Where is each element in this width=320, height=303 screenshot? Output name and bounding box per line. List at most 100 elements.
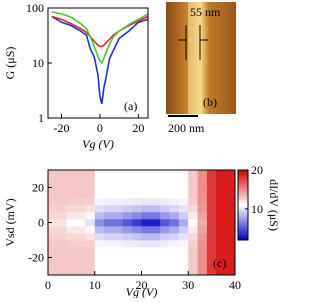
heat-cell: [57, 247, 67, 255]
heat-cell: [132, 177, 142, 185]
heat-cell: [113, 205, 124, 213]
heat-cell: [197, 184, 208, 192]
heat-cell: [206, 191, 217, 199]
heat-cell: [94, 177, 105, 185]
heat-cell: [48, 177, 58, 185]
heat-cell: [57, 254, 67, 262]
heat-cell: [150, 226, 161, 234]
heat-cell: [57, 233, 67, 241]
heat-cell: [150, 233, 161, 241]
heat-cell: [57, 198, 67, 206]
x-tick-label: 40: [229, 278, 241, 292]
heat-cell: [48, 247, 58, 255]
x-tick-label: 10: [89, 278, 101, 292]
heat-cell: [57, 226, 67, 234]
colorbar-swatch: [238, 177, 248, 180]
heat-cell: [122, 226, 133, 234]
heat-cell: [216, 268, 226, 276]
colorbar-swatch: [238, 222, 248, 225]
heat-cell: [169, 212, 180, 220]
heat-cell: [57, 177, 67, 185]
heat-cell: [85, 177, 96, 185]
heat-cell: [206, 198, 217, 206]
heat-cell: [85, 198, 96, 206]
x-tick-label: 20: [132, 121, 144, 135]
heat-cell: [94, 170, 105, 178]
heat-cell: [94, 219, 105, 227]
heat-cell: [104, 268, 114, 276]
heat-cell: [113, 212, 124, 220]
heat-cell: [122, 233, 133, 241]
heat-cell: [178, 198, 189, 206]
heat-cell: [94, 198, 105, 206]
heat-cell: [169, 261, 180, 269]
heat-cell: [197, 233, 208, 241]
heat-cell: [66, 191, 77, 199]
heat-cell: [178, 247, 189, 255]
heat-cell: [113, 226, 124, 234]
heat-cell: [76, 268, 86, 276]
heat-cell: [141, 261, 152, 269]
heat-cell: [169, 177, 180, 185]
heat-cell: [197, 268, 208, 276]
heat-cell: [94, 247, 105, 255]
heat-cell: [48, 219, 58, 227]
colorbar-swatch: [238, 189, 248, 192]
heat-cell: [197, 212, 208, 220]
heat-cell: [76, 212, 86, 220]
heat-cell: [57, 219, 67, 227]
heat-cell: [48, 191, 58, 199]
data-line: [51, 11, 149, 65]
heat-cell: [85, 205, 96, 213]
colorbar-swatch: [238, 215, 248, 218]
heat-cell: [188, 219, 198, 227]
heat-cell: [113, 191, 124, 199]
colorbar-swatch: [238, 212, 248, 215]
heat-cell: [150, 184, 161, 192]
heat-cell: [132, 212, 142, 220]
heat-cell: [150, 261, 161, 269]
heat-cell: [197, 177, 208, 185]
heat-cell: [178, 233, 189, 241]
colorbar-swatch: [238, 170, 248, 173]
heat-cell: [225, 268, 236, 276]
heat-cell: [57, 240, 67, 248]
heat-cell: [85, 254, 96, 262]
heat-cell: [178, 205, 189, 213]
x-tick-label: 30: [182, 278, 194, 292]
heat-cell: [141, 191, 152, 199]
heat-cell: [113, 198, 124, 206]
heat-cell: [225, 233, 236, 241]
heat-cell: [188, 233, 198, 241]
colorbar-swatch: [238, 224, 248, 227]
heat-cell: [206, 177, 217, 185]
heat-cell: [94, 254, 105, 262]
heat-cell: [132, 191, 142, 199]
heat-cell: [188, 177, 198, 185]
heat-cell: [76, 205, 86, 213]
heat-cell: [113, 247, 124, 255]
heat-cell: [85, 247, 96, 255]
heat-cell: [216, 233, 226, 241]
heat-cell: [104, 233, 114, 241]
heat-cell: [104, 198, 114, 206]
heat-cell: [216, 247, 226, 255]
heat-cell: [122, 261, 133, 269]
heat-cell: [225, 177, 236, 185]
colorbar-swatch: [238, 194, 248, 197]
heat-cell: [169, 184, 180, 192]
afm-image: 55 nm (b) 200 nm: [166, 2, 236, 135]
heat-cell: [188, 268, 198, 276]
heat-cell: [132, 240, 142, 248]
heat-cell: [57, 205, 67, 213]
y-tick-label: 100: [26, 1, 44, 15]
colorbar-swatch: [238, 182, 248, 185]
heat-cell: [48, 226, 58, 234]
colorbar-swatch: [238, 191, 248, 194]
heat-cell: [104, 212, 114, 220]
colorbar-label: dI/dV (μS): [267, 179, 281, 231]
heat-cell: [225, 261, 236, 269]
heat-cell: [225, 184, 236, 192]
heat-cell: [66, 247, 77, 255]
heat-cell: [122, 268, 133, 276]
